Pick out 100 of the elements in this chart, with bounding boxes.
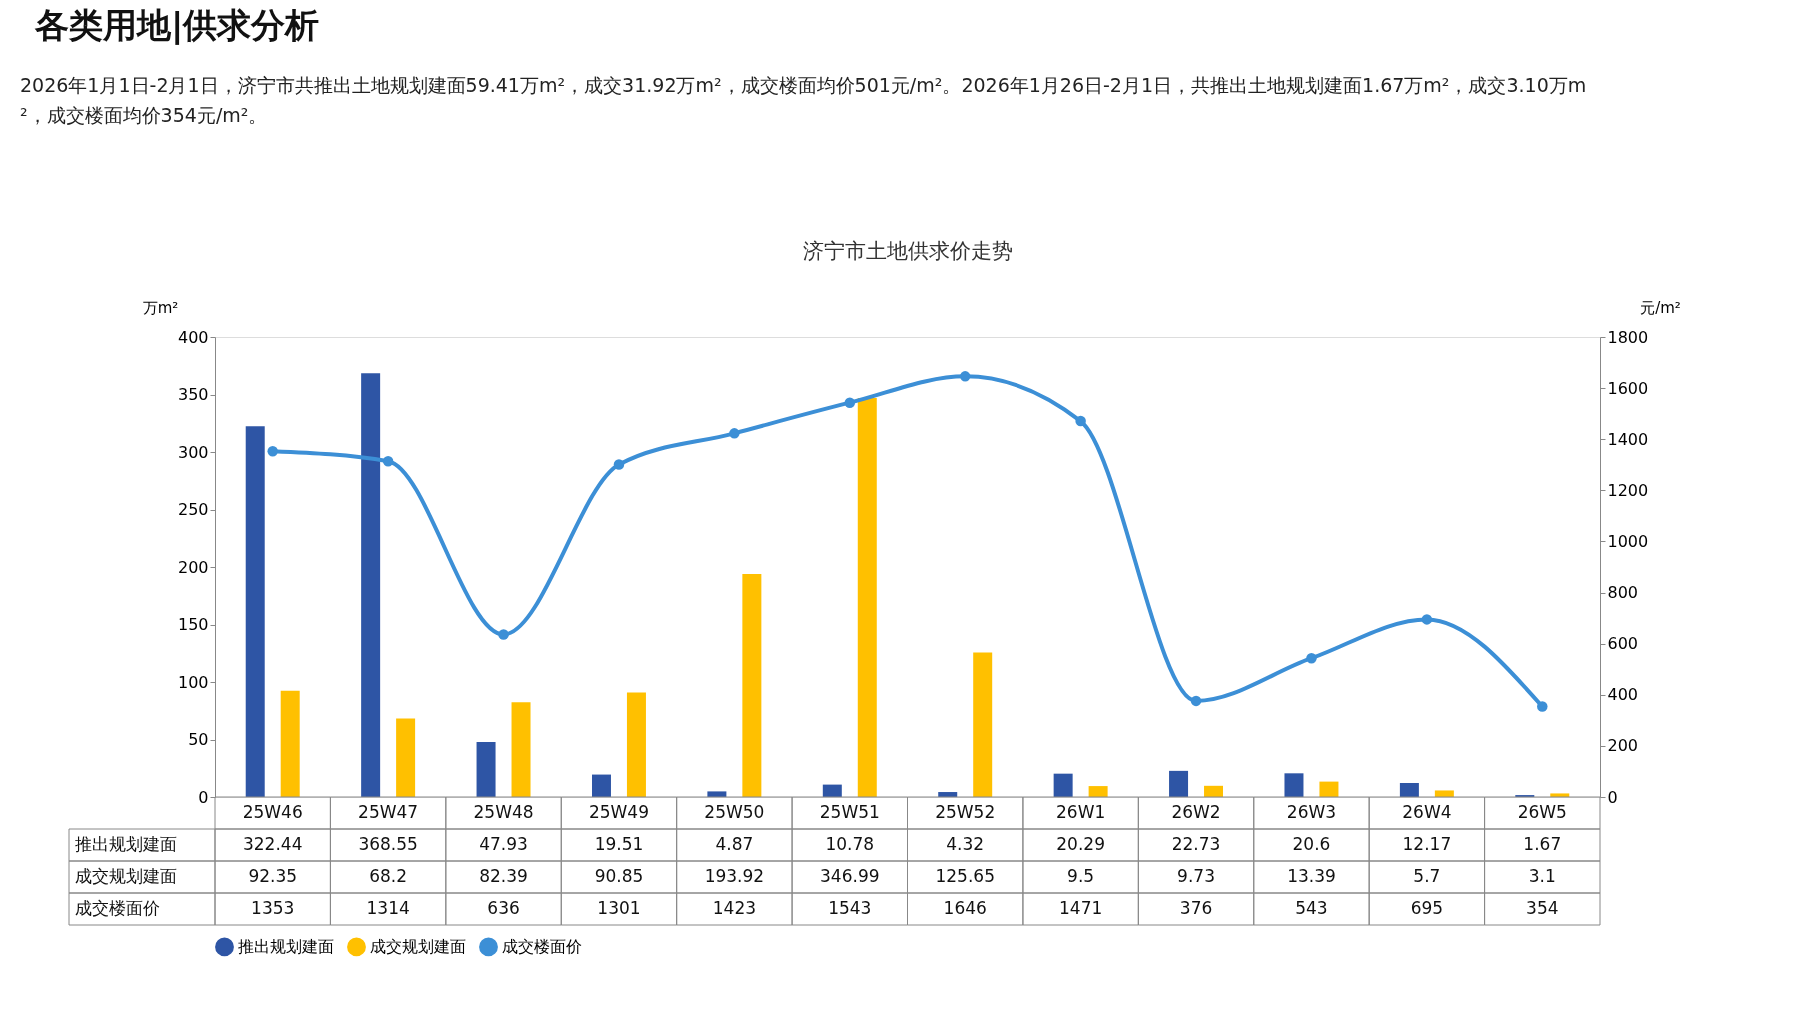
data-label: 354: [1526, 898, 1559, 918]
y-tick-label: 250: [177, 500, 209, 519]
data-label: 1423: [712, 898, 757, 918]
data-label: 695: [1410, 898, 1444, 918]
bar: [1319, 781, 1339, 797]
x-tick-label: 26W4: [1402, 802, 1452, 822]
point: [1537, 701, 1548, 712]
bar: [973, 652, 993, 797]
y-tick-label: 400: [177, 327, 209, 347]
y2-tick-label: 200: [1607, 736, 1639, 756]
data-label: 19.51: [594, 834, 644, 854]
text: 成交楼面价: [75, 898, 160, 918]
point: [1190, 695, 1202, 707]
point: [382, 455, 394, 467]
y-tick-label: 200: [177, 557, 209, 577]
data-label: 636: [487, 898, 520, 918]
data-label: 90.85: [594, 866, 644, 886]
bar: [1088, 786, 1108, 797]
y2-tick-label: 1800: [1607, 327, 1649, 347]
point: [1421, 614, 1433, 625]
data-label: 20.6: [1292, 834, 1331, 854]
bar: [1284, 773, 1304, 797]
y2-tick-label: 1400: [1607, 429, 1649, 449]
data-label: 4.32: [946, 834, 985, 854]
bar: [626, 692, 646, 797]
point: [844, 397, 856, 408]
bar: [511, 702, 531, 797]
bar: [361, 373, 381, 797]
data-label: 13.39: [1287, 866, 1336, 886]
x-tick-label: 25W47: [358, 802, 419, 822]
y-axis-title: 万m²: [142, 298, 179, 317]
y-tick-label: 350: [177, 385, 209, 404]
point: [498, 629, 509, 640]
bar: [591, 774, 611, 797]
data-label: 9.73: [1177, 866, 1215, 886]
data-label: 10.78: [825, 834, 875, 854]
data-label: 1353: [251, 898, 295, 918]
data-label: 543: [1295, 898, 1328, 918]
legend-label: 推出规划建面: [238, 936, 334, 956]
y2-tick-label: 400: [1607, 685, 1639, 705]
x-tick-label: 26W2: [1171, 802, 1221, 822]
bar: [396, 718, 416, 797]
text: 2026年1月1日-2月1日，济宁市共推出土地规划建面59.41万m²，成交31.92万m²，成交楼面均价501元/m²。2026年1月26日-2月1日，共推出土地规划建面1.67万m²，成交3.10万m²，成交楼面均价354元/m²。: [20, 74, 1587, 126]
y-tick-label: 0: [198, 787, 209, 807]
x-tick-label: 25W49: [588, 802, 649, 822]
data-label: 22.73: [1171, 834, 1221, 854]
bar: [245, 426, 265, 797]
x-tick-label: 26W3: [1286, 802, 1337, 822]
legend-label: 成交楼面价: [502, 936, 582, 956]
y-tick-label: 150: [177, 615, 209, 634]
bar: [476, 741, 496, 797]
point: [267, 446, 278, 457]
text: 推出规划建面: [75, 834, 177, 854]
data-label: 322.44: [242, 834, 303, 854]
y2-axis-title: 元/m²: [1640, 298, 1681, 317]
y2-tick-label: 1600: [1607, 378, 1649, 398]
x-tick-label: 26W5: [1517, 802, 1567, 822]
x-tick-label: 25W50: [704, 802, 765, 822]
data-label: 368.55: [358, 834, 418, 854]
data-label: 47.93: [479, 834, 528, 854]
point: [1075, 415, 1086, 427]
point: [959, 371, 971, 382]
bar: [1053, 773, 1073, 797]
y2-tick-label: 1200: [1607, 480, 1649, 500]
point: [613, 459, 625, 470]
data-label: 1543: [828, 898, 872, 918]
bar: [1169, 770, 1189, 797]
x-tick-label: 26W1: [1055, 802, 1106, 822]
legend-label: 成交规划建面: [370, 936, 466, 956]
data-label: 1471: [1058, 898, 1103, 918]
data-label: 82.39: [479, 866, 528, 886]
x-tick-label: 25W51: [819, 802, 880, 822]
x-tick-label: 25W48: [473, 802, 534, 822]
y-tick-label: 300: [177, 442, 209, 462]
data-label: 3.1: [1528, 866, 1556, 886]
y2-tick-label: 600: [1607, 634, 1639, 654]
x-tick-label: 25W46: [242, 802, 303, 822]
data-label: 68.2: [369, 866, 408, 886]
data-label: 12.17: [1402, 834, 1452, 854]
data-label: 346.99: [820, 866, 880, 886]
data-label: 5.7: [1413, 866, 1441, 886]
text: 成交规划建面: [75, 866, 177, 886]
y-tick-label: 100: [177, 672, 209, 692]
data-label: 376: [1179, 898, 1213, 918]
data-label: 125.65: [935, 866, 995, 886]
y2-tick-label: 800: [1607, 583, 1639, 603]
data-label: 1.67: [1523, 834, 1562, 854]
data-label: 20.29: [1056, 834, 1105, 854]
y-tick-label: 50: [188, 730, 209, 749]
bar: [1399, 783, 1419, 797]
bar: [280, 690, 300, 797]
data-label: 9.5: [1067, 866, 1095, 886]
text: 各类用地|供求分析: [34, 5, 320, 45]
y2-tick-label: 1000: [1607, 531, 1649, 551]
data-label: 1314: [366, 898, 410, 918]
point: [1306, 653, 1317, 664]
data-label: 1646: [943, 898, 987, 918]
data-label: 193.92: [704, 866, 765, 886]
bar: [742, 573, 762, 797]
y2-tick-label: 0: [1607, 787, 1618, 807]
